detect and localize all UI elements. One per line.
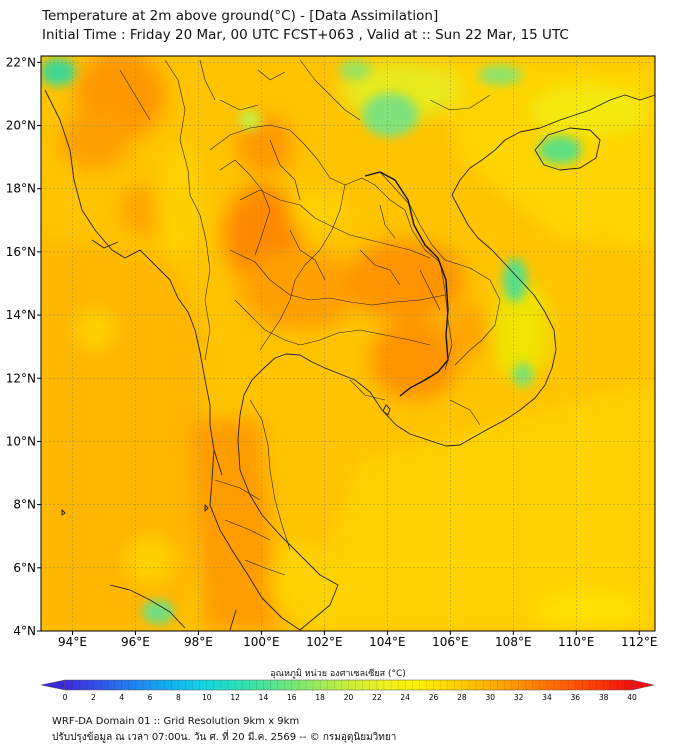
lon-tick-label: 100°E xyxy=(243,635,280,649)
temperature-field xyxy=(41,56,655,631)
colorbar-tick-label: 12 xyxy=(230,693,240,702)
colorbar-tick-label: 14 xyxy=(259,693,269,702)
lat-tick-label: 18°N xyxy=(6,182,36,196)
colorbar-tick-label: 6 xyxy=(148,693,153,702)
mekong-border xyxy=(364,171,449,397)
colorbar: 0 2 4 6 8 10 12 14 16 18 20 22 24 26 28 30 32 34 36 38 40 xyxy=(40,679,655,702)
lon-tick-label: 108°E xyxy=(495,635,532,649)
lon-tick-label: 94°E xyxy=(58,635,87,649)
colorbar-tick-label: 26 xyxy=(429,693,439,702)
lat-tick-label: 10°N xyxy=(6,434,36,448)
colorbar-tick-label: 40 xyxy=(627,693,637,702)
colorbar-tick-label: 8 xyxy=(176,693,181,702)
latitude-labels: 4°N 6°N 8°N 10°N 12°N 14°N 16°N 18°N 20°N 22°N xyxy=(6,55,36,638)
colorbar-tick-label: 30 xyxy=(485,693,495,702)
colorbar-tick-label: 10 xyxy=(202,693,212,702)
lat-tick-label: 8°N xyxy=(13,498,36,512)
colorbar-tick-label: 2 xyxy=(91,693,96,702)
map-gridlines xyxy=(37,56,655,635)
colorbar-tick-label: 38 xyxy=(599,693,609,702)
lon-tick-label: 112°E xyxy=(621,635,658,649)
lon-tick-label: 104°E xyxy=(369,635,406,649)
colorbar-tick-label: 36 xyxy=(571,693,581,702)
colorbar-tick-label: 34 xyxy=(542,693,552,702)
chart-subtitle: Initial Time : Friday 20 Mar, 00 UTC FCS… xyxy=(42,27,569,43)
footer-model-info: WRF-DA Domain 01 :: Grid Resolution 9km … xyxy=(52,716,300,727)
lat-tick-label: 12°N xyxy=(6,371,36,385)
country-borders xyxy=(119,59,501,576)
colorbar-tick-label: 22 xyxy=(372,693,382,702)
colorbar-tick-label: 24 xyxy=(400,693,410,702)
chart-title: Temperature at 2m above ground(°C) - [Da… xyxy=(42,8,439,24)
lat-tick-label: 22°N xyxy=(6,55,36,69)
lon-tick-label: 106°E xyxy=(432,635,469,649)
lat-tick-label: 6°N xyxy=(13,561,36,575)
lat-tick-label: 14°N xyxy=(6,308,36,322)
colorbar-tick-label: 28 xyxy=(457,693,467,702)
colorbar-max-arrow xyxy=(631,679,655,691)
lat-tick-label: 20°N xyxy=(6,119,36,133)
lat-tick-label: 4°N xyxy=(13,624,36,638)
colorbar-tick-label: 20 xyxy=(344,693,354,702)
colorbar-tick-label: 18 xyxy=(315,693,325,702)
coastlines xyxy=(44,89,656,631)
lon-tick-label: 98°E xyxy=(184,635,213,649)
longitude-labels: 94°E 96°E 98°E 100°E 102°E 104°E 106°E 108°E 110… xyxy=(58,635,657,649)
lon-tick-label: 96°E xyxy=(121,635,150,649)
colorbar-label: อุณหภูมิ หน่วย องศาเซลเซียส (°C) xyxy=(270,669,406,679)
plot-frame xyxy=(40,55,656,632)
colorbar-tick-label: 16 xyxy=(287,693,297,702)
colorbar-tick-label: 32 xyxy=(514,693,524,702)
footer-update-info: ปรับปรุงข้อมูล ณ เวลา 07:00น. วัน ศ. ที่… xyxy=(52,732,397,743)
colorbar-tick-label: 0 xyxy=(63,693,68,702)
lon-tick-label: 110°E xyxy=(558,635,595,649)
colorbar-min-arrow xyxy=(40,679,66,691)
lat-tick-label: 16°N xyxy=(6,245,36,259)
lon-tick-label: 102°E xyxy=(306,635,343,649)
colorbar-tick-label: 4 xyxy=(119,693,124,702)
